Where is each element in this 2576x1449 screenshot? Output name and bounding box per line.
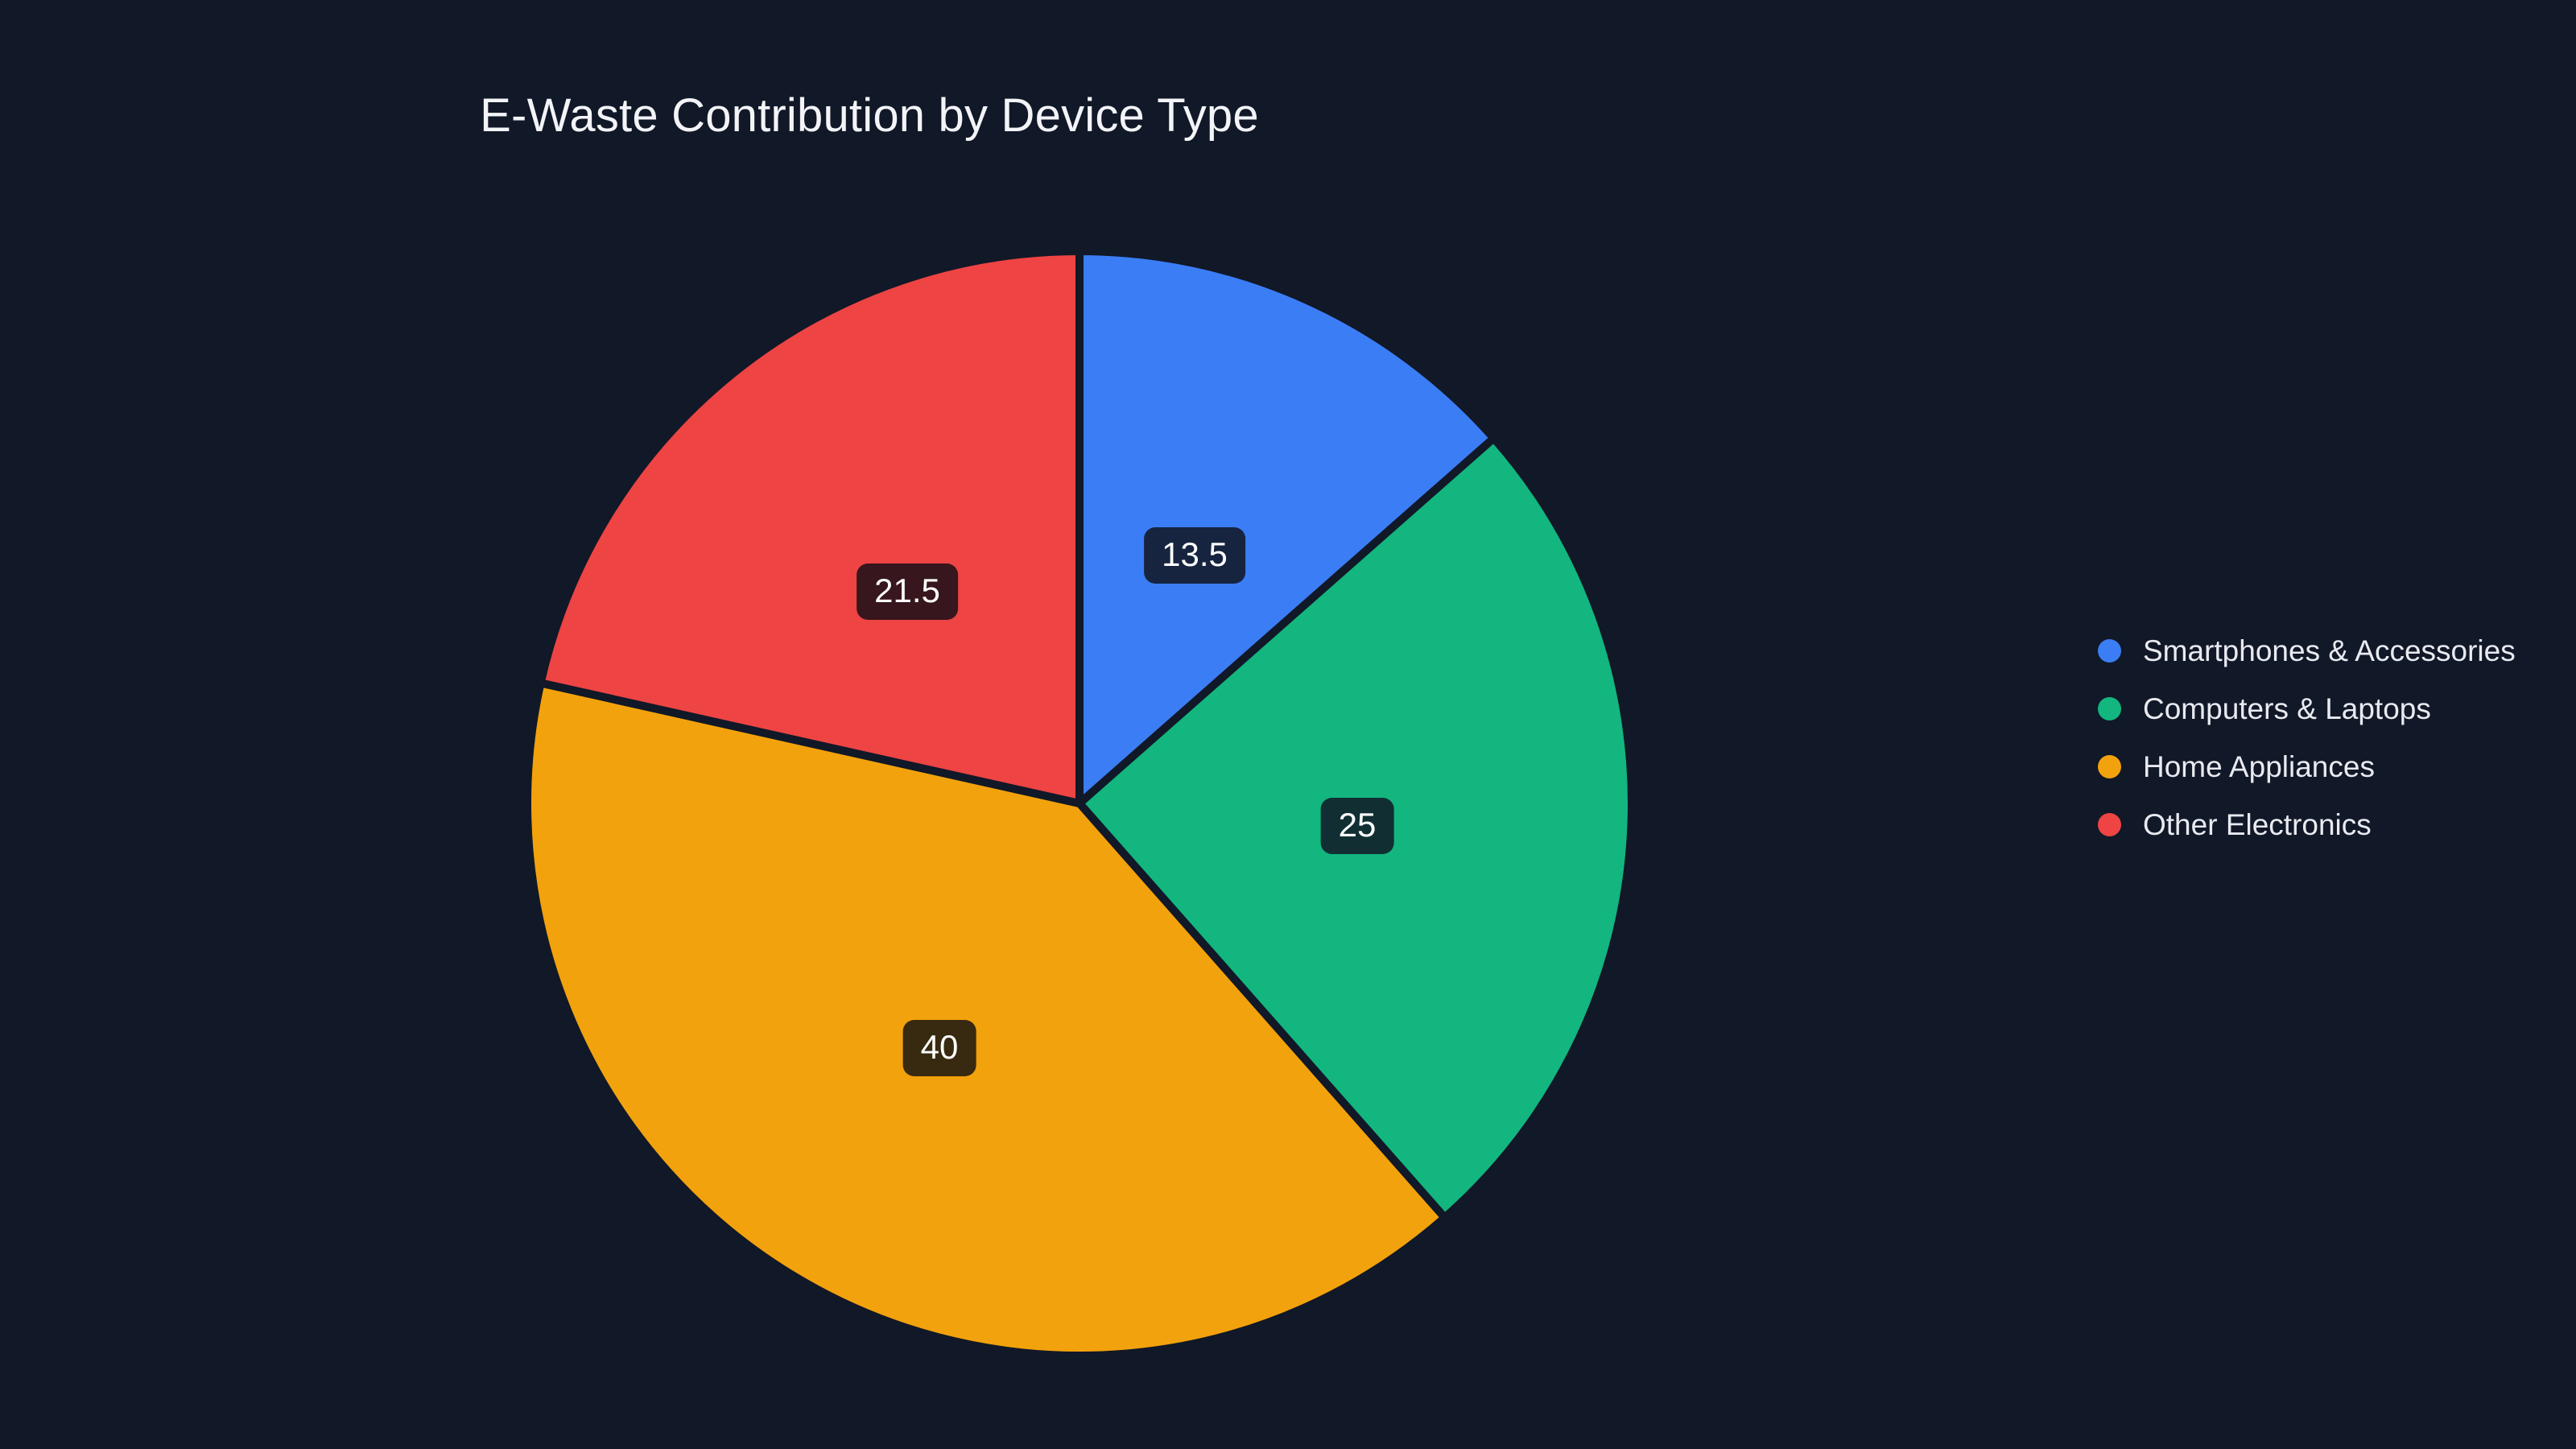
- legend-item[interactable]: Smartphones & Accessories: [2098, 621, 2516, 679]
- legend-item[interactable]: Computers & Laptops: [2098, 679, 2516, 737]
- legend-item-label: Home Appliances: [2143, 749, 2375, 783]
- legend-swatch-icon: [2098, 638, 2121, 663]
- pie-slice-value-label: 25: [1320, 798, 1394, 854]
- chart-title: E-Waste Contribution by Device Type: [480, 89, 1259, 142]
- pie-slice-value-label: 21.5: [857, 564, 958, 620]
- legend-item-label: Smartphones & Accessories: [2143, 634, 2516, 667]
- legend-swatch-icon: [2098, 754, 2121, 778]
- legend-item-label: Other Electronics: [2143, 807, 2372, 841]
- pie-slice[interactable]: [1075, 247, 1498, 807]
- legend-swatch-icon: [2098, 812, 2121, 836]
- legend-item-label: Computers & Laptops: [2143, 691, 2431, 725]
- pie-slice-value-label: 13.5: [1144, 527, 1245, 584]
- pie-slice[interactable]: [523, 679, 1449, 1360]
- legend: Smartphones & Accessories Computers & Lap…: [2098, 621, 2516, 853]
- pie-slice[interactable]: [536, 247, 1084, 807]
- pie-slice-group: [523, 247, 1637, 1360]
- legend-item[interactable]: Other Electronics: [2098, 795, 2516, 853]
- pie-slice-value-label: 40: [902, 1020, 976, 1076]
- legend-swatch-icon: [2098, 696, 2121, 720]
- legend-item[interactable]: Home Appliances: [2098, 737, 2516, 795]
